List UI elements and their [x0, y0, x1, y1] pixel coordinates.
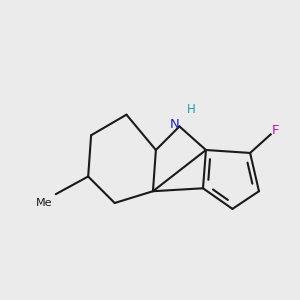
Text: N: N: [170, 118, 180, 131]
Text: F: F: [272, 124, 279, 137]
Text: Me: Me: [36, 198, 52, 208]
Text: H: H: [187, 103, 196, 116]
